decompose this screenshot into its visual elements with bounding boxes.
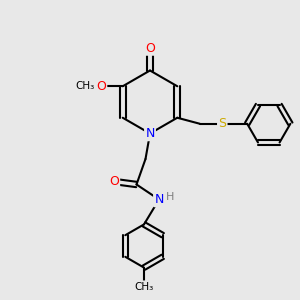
Text: CH₃: CH₃: [134, 281, 154, 292]
Text: N: N: [154, 193, 164, 206]
Text: H: H: [166, 192, 175, 202]
Text: CH₃: CH₃: [75, 81, 94, 91]
Text: O: O: [109, 175, 119, 188]
Text: N: N: [145, 127, 155, 140]
Text: O: O: [145, 41, 155, 55]
Text: O: O: [96, 80, 106, 93]
Text: S: S: [218, 117, 226, 130]
